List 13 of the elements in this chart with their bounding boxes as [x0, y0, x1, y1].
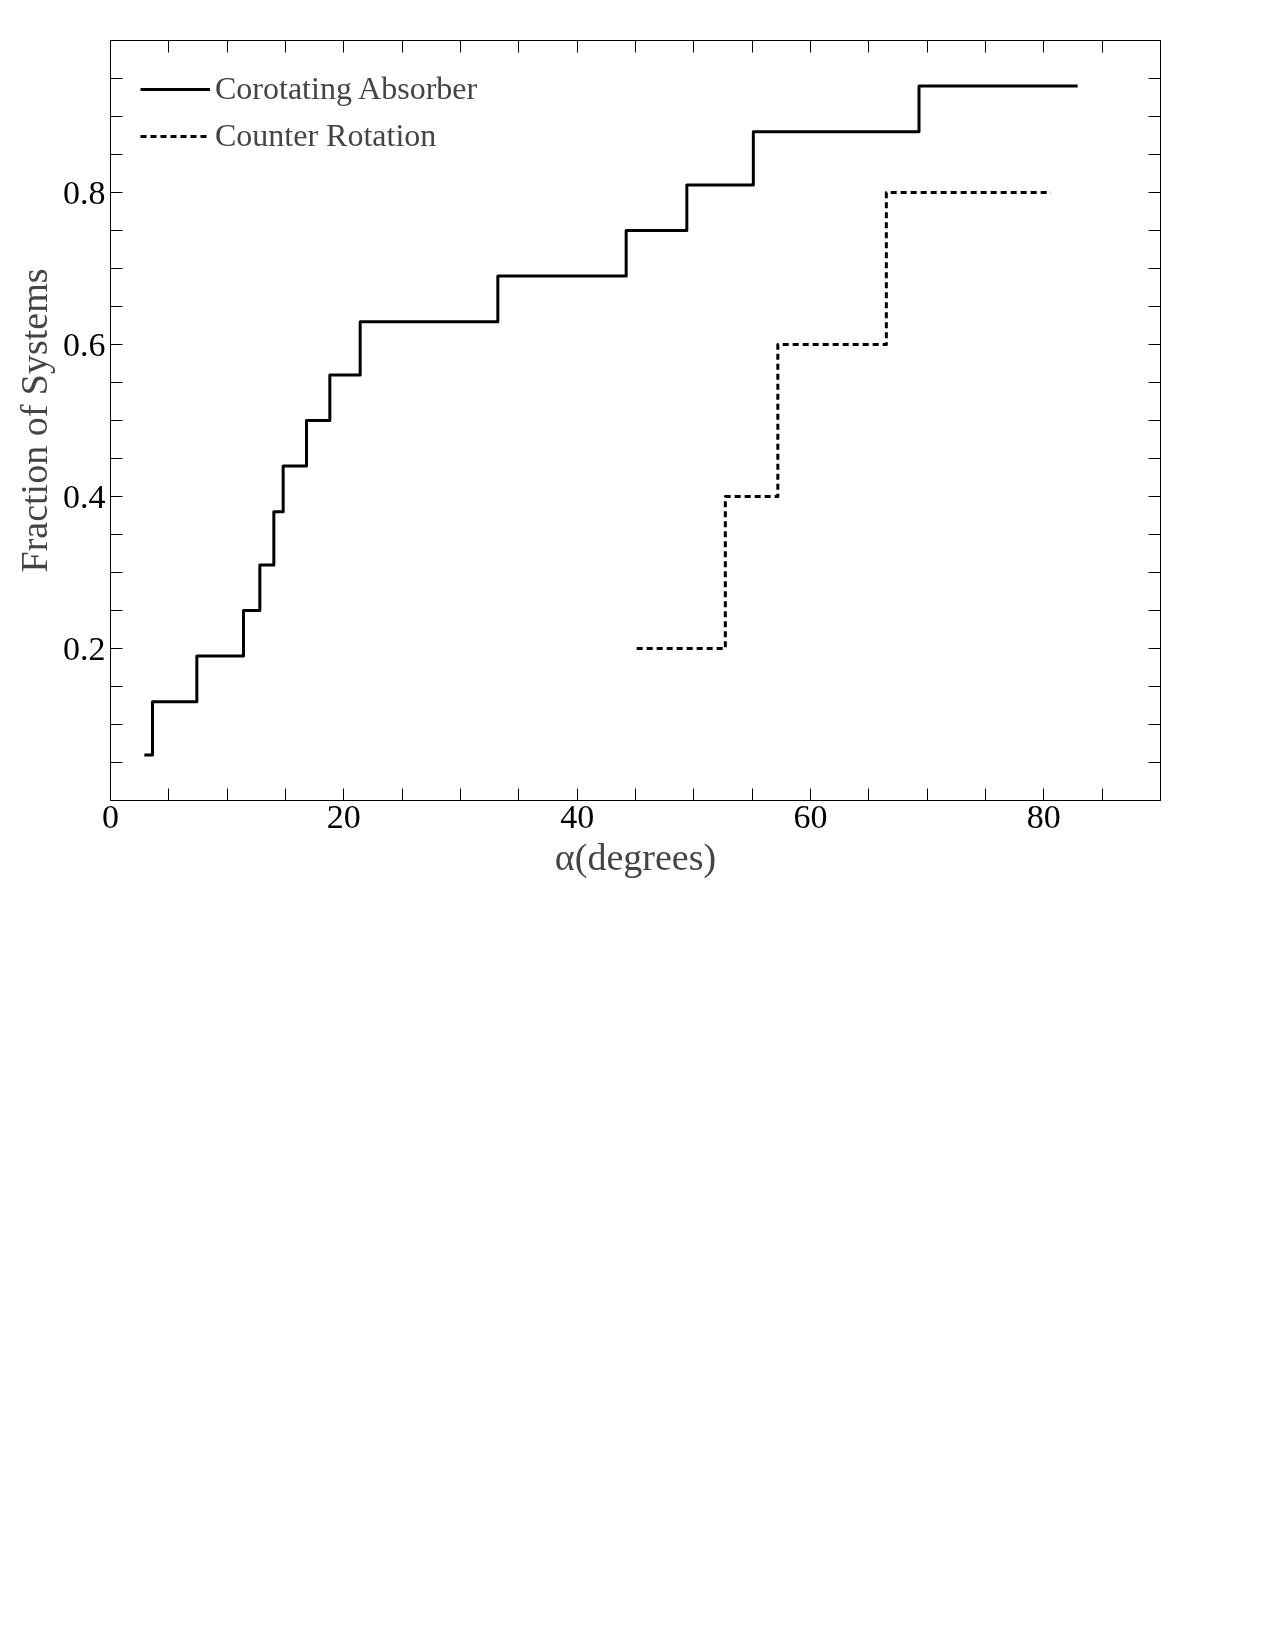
- y-axis-title: Fraction of Systems: [13, 268, 55, 573]
- x-tick-label: 80: [1026, 797, 1061, 835]
- y-tick-label: 0.8: [63, 173, 106, 211]
- y-tick-label: 0.2: [63, 629, 106, 667]
- x-tick-label: 60: [793, 797, 828, 835]
- x-tick-label: 0: [102, 797, 119, 835]
- y-tick-label: 0.4: [63, 477, 106, 515]
- legend-label: Corotating Absorber: [215, 70, 478, 107]
- legend-label: Counter Rotation: [215, 117, 437, 154]
- y-tick-label: 0.6: [63, 325, 106, 363]
- x-tick-label: 20: [326, 797, 361, 835]
- x-tick-label: 40: [560, 797, 595, 835]
- x-axis-title: α(degrees): [554, 835, 717, 879]
